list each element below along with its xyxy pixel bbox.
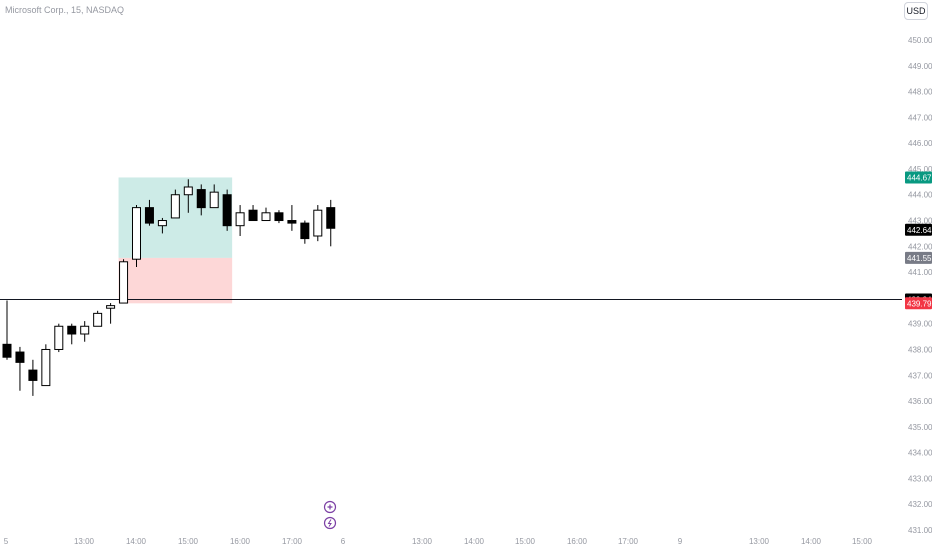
- candle-body[interactable]: [170, 194, 180, 219]
- candle-body[interactable]: [300, 222, 310, 240]
- x-tick-label: 16:00: [567, 537, 588, 546]
- candle-body[interactable]: [261, 212, 271, 222]
- x-tick-label: 14:00: [126, 537, 147, 546]
- price-badge-label: 439.79: [907, 299, 932, 308]
- x-tick-label: 13:00: [412, 537, 433, 546]
- lightning-icon[interactable]: [323, 516, 337, 530]
- candle-body[interactable]: [28, 369, 38, 381]
- y-tick-label: 449.00: [908, 62, 932, 71]
- price-badge-label: 441.55: [907, 254, 932, 263]
- price-badge-label: 442.64: [907, 226, 932, 235]
- loss-zone[interactable]: [118, 257, 233, 304]
- price-badge-entry: [905, 251, 932, 264]
- candle-body[interactable]: [119, 261, 129, 304]
- symbol-title: Microsoft Corp., 15, NASDAQ: [5, 5, 125, 15]
- candle-body[interactable]: [274, 212, 284, 222]
- x-tick-label: 13:00: [749, 537, 770, 546]
- x-tick-label: 17:00: [282, 537, 303, 546]
- x-tick-label: 14:00: [464, 537, 485, 546]
- y-tick-label: 438.00: [908, 345, 932, 354]
- candle-body[interactable]: [15, 351, 25, 363]
- y-tick-label: 442.00: [908, 242, 932, 251]
- price-badge-label: 444.67: [907, 173, 932, 182]
- x-tick-label: 14:00: [801, 537, 822, 546]
- candle-body[interactable]: [209, 191, 219, 209]
- candle-body[interactable]: [326, 207, 336, 229]
- price-badge-target: [905, 171, 932, 184]
- candle-body[interactable]: [93, 312, 103, 327]
- candle-body[interactable]: [248, 209, 258, 222]
- x-tick-label: 15:00: [178, 537, 199, 546]
- y-tick-label: 433.00: [908, 474, 932, 483]
- y-tick-label: 443.00: [908, 217, 932, 226]
- x-tick-label: 15:00: [852, 537, 873, 546]
- y-tick-label: 445.00: [908, 165, 932, 174]
- y-tick-label: 435.00: [908, 423, 932, 432]
- candle-body[interactable]: [67, 325, 77, 335]
- currency-button[interactable]: USD: [904, 2, 928, 20]
- price-badge-last: [905, 223, 932, 236]
- x-tick-label: 13:00: [74, 537, 95, 546]
- y-tick-label: 439.00: [908, 320, 932, 329]
- candle-body[interactable]: [287, 220, 297, 224]
- candle-body[interactable]: [54, 325, 64, 350]
- candle-body[interactable]: [144, 207, 154, 224]
- y-tick-label: 437.00: [908, 371, 932, 380]
- candle-body[interactable]: [132, 207, 141, 260]
- candle-body[interactable]: [196, 189, 206, 209]
- candle-body[interactable]: [222, 194, 232, 227]
- x-tick-label: 16:00: [230, 537, 251, 546]
- plus-circle-icon[interactable]: [323, 500, 337, 514]
- candle-body[interactable]: [313, 209, 323, 237]
- x-tick-label: 5: [4, 537, 9, 546]
- y-tick-label: 434.00: [908, 449, 932, 458]
- candle-body[interactable]: [157, 220, 167, 227]
- x-tick-label: 15:00: [515, 537, 536, 546]
- y-tick-label: 447.00: [908, 113, 932, 122]
- x-tick-label: 6: [341, 537, 346, 546]
- y-tick-label: 436.00: [908, 397, 932, 406]
- candle-body[interactable]: [106, 305, 116, 309]
- candle-body[interactable]: [235, 212, 245, 227]
- candle-body[interactable]: [41, 348, 51, 387]
- y-tick-label: 448.00: [908, 88, 932, 97]
- y-tick-label: 431.00: [908, 526, 932, 535]
- candle-body[interactable]: [183, 186, 193, 196]
- y-tick-label: 446.00: [908, 139, 932, 148]
- x-tick-label: 9: [678, 537, 683, 546]
- candle-body[interactable]: [80, 325, 90, 335]
- y-tick-label: 441.00: [908, 268, 932, 277]
- y-tick-label: 432.00: [908, 500, 932, 509]
- price-badge-stop: [905, 297, 932, 310]
- y-tick-label: 444.00: [908, 191, 932, 200]
- y-tick-label: 450.00: [908, 36, 932, 45]
- candle-body[interactable]: [2, 343, 12, 358]
- x-tick-label: 17:00: [618, 537, 639, 546]
